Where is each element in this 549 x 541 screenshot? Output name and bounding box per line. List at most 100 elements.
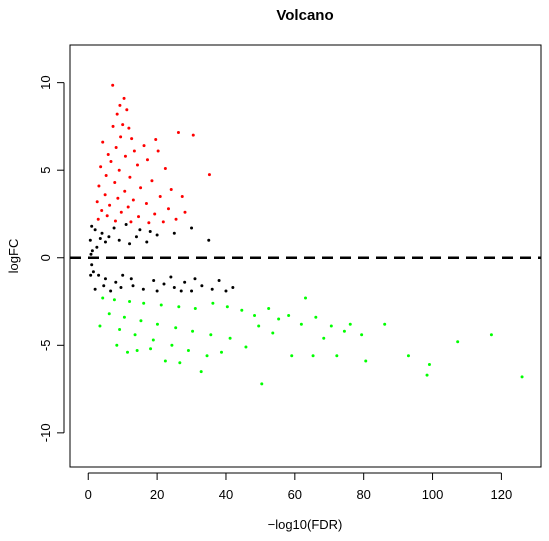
- data-point: [183, 210, 187, 214]
- scatter-points: [88, 83, 524, 386]
- data-point: [128, 242, 132, 246]
- data-point: [193, 277, 197, 281]
- data-point: [342, 329, 346, 333]
- data-point: [267, 307, 271, 311]
- data-point: [97, 184, 101, 188]
- data-point: [121, 123, 125, 127]
- data-point: [149, 347, 153, 351]
- data-point: [103, 277, 107, 281]
- data-point: [117, 238, 121, 242]
- data-point: [205, 354, 209, 358]
- data-point: [217, 279, 221, 283]
- data-point: [174, 326, 178, 330]
- y-tick-label: -5: [38, 340, 53, 352]
- data-point: [105, 214, 109, 218]
- data-point: [115, 343, 119, 347]
- data-point: [109, 159, 113, 163]
- data-point: [126, 205, 130, 209]
- data-point: [193, 307, 197, 311]
- data-point: [116, 196, 120, 200]
- data-point: [114, 280, 118, 284]
- data-point: [406, 354, 410, 358]
- data-point: [253, 314, 257, 318]
- data-point: [348, 322, 352, 326]
- data-point: [151, 338, 155, 342]
- data-point: [244, 345, 248, 349]
- data-point: [228, 336, 232, 340]
- data-point: [139, 186, 143, 190]
- y-tick-label: 0: [38, 254, 53, 261]
- data-point: [101, 296, 105, 300]
- data-point: [174, 217, 178, 221]
- data-point: [172, 231, 176, 235]
- data-point: [144, 201, 148, 205]
- data-point: [90, 249, 94, 253]
- data-point: [290, 354, 294, 358]
- data-point: [118, 103, 122, 107]
- data-point: [207, 238, 211, 242]
- series-2: [88, 222, 235, 293]
- data-point: [360, 333, 364, 337]
- data-point: [98, 324, 102, 328]
- data-point: [124, 222, 128, 226]
- series-1: [98, 296, 524, 386]
- x-tick-label: 100: [422, 487, 444, 502]
- data-point: [156, 149, 160, 153]
- data-point: [200, 284, 204, 288]
- data-point: [134, 235, 138, 239]
- data-point: [191, 133, 195, 137]
- data-point: [100, 231, 104, 235]
- data-point: [123, 189, 127, 193]
- data-point: [180, 194, 184, 198]
- data-point: [129, 277, 133, 281]
- data-point: [177, 305, 181, 309]
- data-point: [163, 166, 167, 170]
- data-point: [103, 193, 107, 197]
- data-point: [425, 373, 429, 377]
- data-point: [126, 350, 129, 354]
- data-point: [225, 305, 229, 309]
- data-point: [138, 228, 142, 232]
- data-point: [489, 333, 493, 337]
- data-point: [170, 343, 174, 347]
- data-point: [199, 370, 203, 374]
- data-point: [190, 289, 194, 293]
- data-point: [122, 96, 126, 100]
- data-point: [383, 322, 387, 326]
- data-point: [90, 224, 94, 228]
- data-point: [191, 329, 195, 333]
- data-point: [142, 301, 146, 305]
- data-point: [169, 275, 173, 279]
- data-point: [114, 145, 118, 149]
- y-tick-label: -10: [38, 423, 53, 442]
- data-point: [137, 215, 141, 219]
- data-point: [104, 173, 108, 177]
- data-point: [96, 217, 100, 221]
- data-point: [210, 287, 214, 291]
- data-point: [102, 284, 106, 288]
- x-tick-label: 80: [356, 487, 370, 502]
- data-point: [135, 349, 139, 353]
- data-point: [95, 245, 99, 249]
- data-point: [178, 361, 182, 365]
- data-point: [109, 289, 113, 293]
- data-point: [115, 112, 119, 116]
- data-point: [93, 287, 97, 291]
- data-point: [112, 298, 116, 302]
- data-point: [166, 207, 170, 211]
- data-point: [141, 287, 145, 291]
- data-point: [127, 126, 131, 130]
- data-point: [123, 154, 127, 158]
- data-point: [322, 336, 326, 340]
- data-point: [113, 180, 117, 184]
- x-axis: 0 20 40 60 80 100 120: [85, 472, 512, 502]
- data-point: [162, 282, 166, 286]
- x-tick-label: 20: [150, 487, 164, 502]
- data-point: [219, 350, 223, 354]
- data-point: [155, 233, 159, 237]
- data-point: [277, 317, 281, 321]
- data-point: [117, 168, 121, 172]
- data-point: [520, 375, 524, 379]
- data-point: [121, 273, 125, 277]
